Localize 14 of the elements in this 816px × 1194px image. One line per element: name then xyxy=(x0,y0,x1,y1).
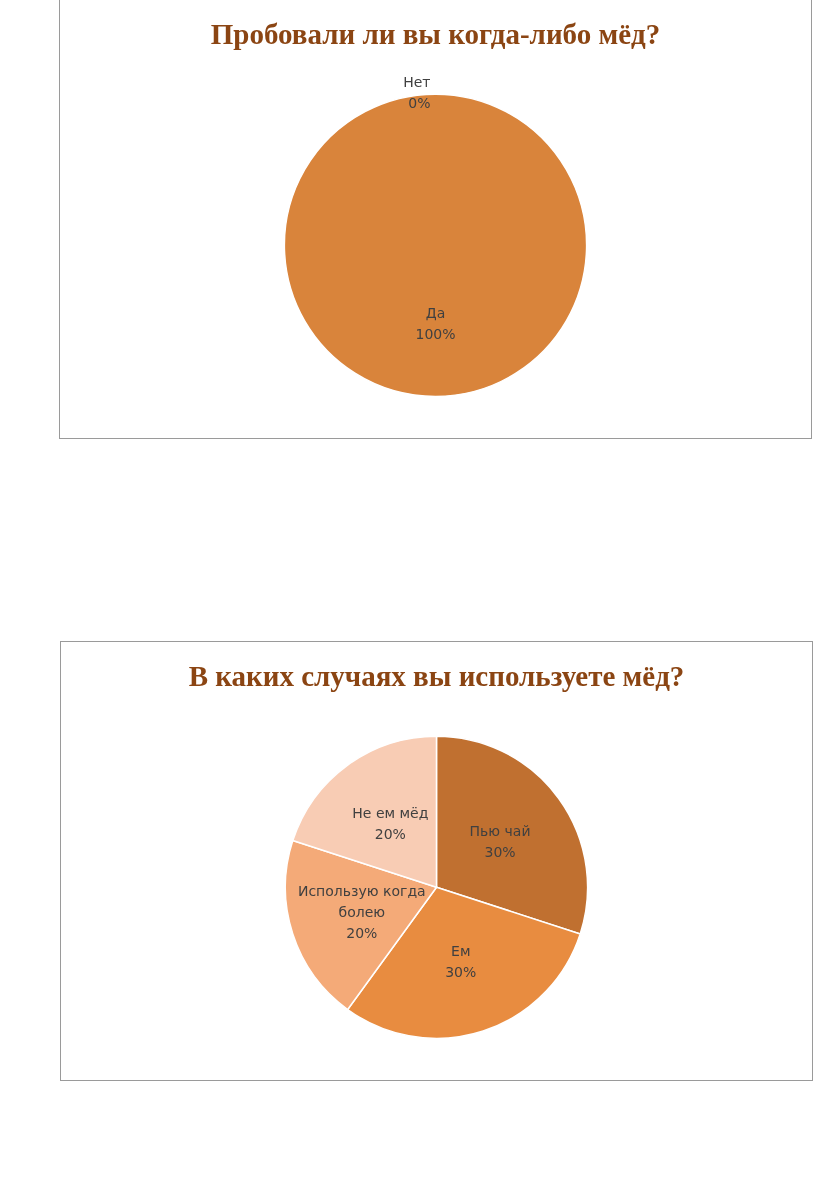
data-label: 30% xyxy=(484,843,516,860)
slice-label: Пью чай xyxy=(469,822,531,839)
data-label: 20% xyxy=(374,826,406,843)
data-label: 20% xyxy=(346,924,378,941)
slice-label: Ем xyxy=(451,943,471,960)
text: 0% xyxy=(408,94,431,111)
data-label: 30% xyxy=(445,964,477,981)
chart-title: Пробовали ли вы когда-либо мёд? xyxy=(210,17,661,50)
slice-label: Использую когда болею xyxy=(297,882,426,920)
slice-label: Да xyxy=(425,305,446,322)
data-label: 100% xyxy=(415,326,456,343)
category-label: Нет xyxy=(403,73,431,90)
chart-title: В каких случаях вы используете мёд? xyxy=(188,659,685,692)
slice-label: Не ем мёд xyxy=(352,805,429,822)
